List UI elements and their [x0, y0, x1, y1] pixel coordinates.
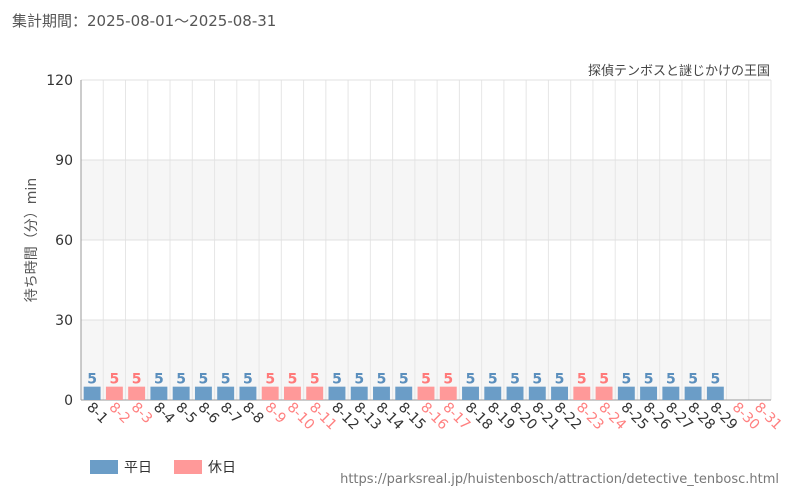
- bar-value-label: 5: [154, 372, 164, 388]
- bar: [573, 386, 591, 400]
- bar: [150, 386, 168, 400]
- x-tick-label: 8-2: [106, 400, 133, 427]
- bar-value-label: 5: [399, 372, 409, 388]
- bar: [217, 386, 235, 400]
- bar-value-label: 5: [532, 372, 542, 388]
- bar: [684, 386, 702, 400]
- bar: [373, 386, 390, 400]
- bar-value-label: 5: [421, 372, 431, 388]
- legend-label-holiday: 休日: [208, 460, 236, 476]
- x-tick-label: 8-8: [239, 400, 266, 427]
- legend: 平日 休日: [90, 457, 236, 477]
- legend-swatch-holiday: [174, 460, 202, 474]
- bar-value-label: 5: [377, 372, 387, 388]
- bar-value-label: 5: [510, 372, 520, 388]
- source-url: https://parksreal.jp/huistenbosch/attrac…: [340, 472, 779, 487]
- plot-band: [81, 240, 771, 320]
- bar: [105, 386, 123, 400]
- y-tick-label: 0: [64, 393, 73, 409]
- bar: [261, 386, 279, 400]
- bar: [395, 386, 413, 400]
- bar: [128, 386, 146, 400]
- x-tick-label: 8-1: [83, 400, 110, 427]
- bar: [462, 386, 479, 400]
- x-tick-label: 8-5: [172, 400, 199, 427]
- bar-value-label: 5: [176, 372, 186, 388]
- y-tick-label: 30: [55, 313, 73, 329]
- bar-value-label: 5: [466, 372, 476, 388]
- bar-value-label: 5: [688, 372, 698, 388]
- bar: [506, 386, 524, 400]
- bar-value-label: 5: [243, 372, 253, 388]
- bar: [194, 386, 212, 400]
- bar-value-label: 5: [555, 372, 565, 388]
- legend-label-weekday: 平日: [124, 460, 152, 476]
- bar-value-label: 5: [221, 372, 231, 388]
- y-axis-title: 待ち時間（分）min: [24, 178, 40, 302]
- bar-value-label: 5: [110, 372, 120, 388]
- plot-band: [81, 80, 771, 160]
- bar: [484, 386, 502, 400]
- bar: [706, 386, 724, 400]
- y-tick-label: 120: [46, 73, 73, 89]
- bar: [439, 386, 457, 400]
- bar: [662, 386, 680, 400]
- bar-value-label: 5: [644, 372, 654, 388]
- bar-value-label: 5: [332, 372, 342, 388]
- bar: [417, 386, 435, 400]
- bar: [83, 386, 101, 400]
- bar-value-label: 5: [599, 372, 609, 388]
- bar-value-label: 5: [443, 372, 453, 388]
- bar: [350, 386, 368, 400]
- bar: [306, 386, 324, 400]
- bar-value-label: 5: [288, 372, 298, 388]
- bar-value-label: 5: [87, 372, 97, 388]
- attraction-name: 探偵テンボスと謎じかけの王国: [587, 64, 770, 79]
- x-tick-label: 8-9: [261, 400, 288, 427]
- bar: [239, 386, 257, 400]
- legend-item-weekday: 平日: [90, 457, 152, 477]
- x-tick-label: 8-6: [195, 400, 223, 428]
- x-tick-label: 8-3: [128, 400, 155, 427]
- bar-value-label: 5: [710, 372, 720, 388]
- bar: [640, 386, 658, 400]
- bar-value-label: 5: [265, 372, 275, 388]
- bar-value-label: 5: [199, 372, 209, 388]
- bar-value-label: 5: [132, 372, 142, 388]
- y-tick-label: 90: [55, 153, 73, 169]
- x-tick-label: 8-4: [150, 400, 178, 428]
- bar: [328, 386, 346, 400]
- legend-swatch-weekday: [90, 460, 118, 474]
- bar-value-label: 5: [621, 372, 631, 388]
- bar: [528, 386, 546, 400]
- bar: [283, 386, 301, 400]
- plot-band: [81, 160, 771, 240]
- bar-value-label: 5: [577, 372, 587, 388]
- bar: [172, 386, 190, 400]
- period-label: 集計期間：2025-08-01～2025-08-31: [12, 12, 277, 30]
- bar-value-label: 5: [666, 372, 676, 388]
- bar: [551, 386, 569, 400]
- bar-value-label: 5: [354, 372, 364, 388]
- bar: [617, 386, 635, 400]
- bar-value-label: 5: [310, 372, 320, 388]
- bar-value-label: 5: [488, 372, 498, 388]
- bar: [595, 386, 613, 400]
- y-tick-label: 60: [55, 233, 73, 249]
- x-tick-label: 8-7: [217, 400, 244, 427]
- legend-item-holiday: 休日: [174, 457, 236, 477]
